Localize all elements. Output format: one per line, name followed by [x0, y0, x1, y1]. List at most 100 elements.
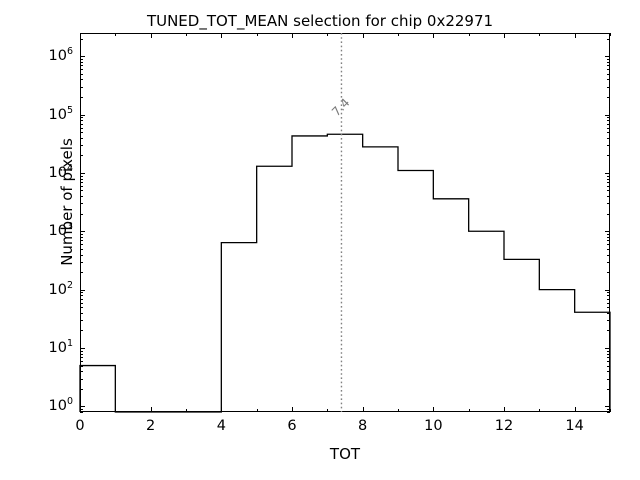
y-tick-minor: [80, 360, 83, 362]
y-tick-minor: [607, 65, 610, 67]
y-tick-major: [605, 347, 610, 349]
y-tick-major: [80, 289, 85, 291]
y-tick-minor: [607, 353, 610, 355]
y-tick-minor: [607, 137, 610, 139]
y-tick-minor: [607, 240, 610, 242]
x-tick-minor: [186, 33, 187, 36]
x-tick-label: 14: [565, 418, 584, 434]
y-tick-label: 106: [48, 46, 74, 65]
y-tick-minor: [607, 123, 610, 125]
x-tick-major: [150, 407, 152, 412]
y-tick-minor: [607, 58, 610, 60]
y-tick-major: [80, 231, 85, 233]
y-tick-label: 104: [48, 163, 74, 181]
y-tick-minor: [80, 240, 83, 242]
y-tick-minor: [80, 357, 83, 359]
y-tick-minor: [607, 233, 610, 235]
x-tick-major: [292, 407, 293, 412]
y-tick-minor: [80, 388, 83, 390]
y-tick-minor: [607, 132, 610, 134]
y-tick-minor: [80, 248, 83, 250]
x-tick-major: [433, 407, 435, 412]
y-tick-major: [605, 406, 610, 408]
y-tick-minor: [607, 185, 610, 187]
y-tick-minor: [80, 261, 83, 263]
y-tick-minor: [607, 360, 610, 362]
y-tick-minor: [607, 409, 610, 410]
y-tick-minor: [607, 312, 610, 314]
x-tick-label: 0: [75, 418, 85, 434]
y-tick-minor: [80, 320, 83, 322]
y-tick-minor: [80, 371, 83, 373]
y-tick-minor: [607, 175, 610, 177]
y-tick-minor: [80, 233, 83, 235]
x-tick-label: 2: [146, 418, 156, 434]
x-tick-label: 12: [494, 418, 514, 434]
y-tick-minor: [607, 190, 610, 192]
y-tick-minor: [80, 123, 83, 125]
y-tick-minor: [607, 117, 610, 119]
y-tick-minor: [607, 350, 610, 352]
y-tick-minor: [607, 298, 610, 300]
y-tick-minor: [607, 97, 610, 98]
y-tick-label: 101: [48, 338, 74, 356]
y-tick-minor: [80, 302, 83, 304]
y-tick-label: 100: [48, 396, 74, 415]
x-tick-minor: [327, 33, 329, 36]
y-tick-minor: [80, 175, 83, 177]
y-tick-minor: [80, 137, 83, 139]
y-tick-major: [605, 56, 610, 58]
y-tick-minor: [80, 298, 83, 300]
y-tick-minor: [607, 302, 610, 304]
y-tick-minor: [80, 312, 83, 314]
y-tick-minor: [80, 86, 83, 88]
y-tick-minor: [607, 196, 610, 198]
y-tick-minor: [607, 203, 610, 205]
y-tick-major: [605, 231, 610, 233]
y-tick-minor: [80, 330, 83, 332]
x-tick-major: [362, 33, 364, 38]
y-tick-minor: [80, 69, 83, 71]
x-tick-label: 6: [287, 418, 297, 434]
x-tick-minor: [115, 33, 117, 36]
y-tick-minor: [80, 61, 83, 63]
y-tick-minor: [80, 38, 83, 40]
y-tick-label: 105: [48, 104, 74, 123]
y-tick-minor: [607, 272, 610, 274]
y-tick-minor: [80, 97, 83, 98]
y-tick-minor: [80, 120, 83, 122]
y-tick-minor: [80, 181, 83, 183]
y-tick-minor: [80, 203, 83, 205]
y-tick-minor: [80, 378, 83, 380]
y-tick-minor: [607, 378, 610, 380]
y-tick-major: [80, 172, 85, 174]
y-tick-minor: [80, 236, 83, 238]
x-tick-minor: [186, 409, 187, 412]
x-tick-minor: [256, 33, 258, 36]
y-tick-minor: [80, 409, 83, 410]
y-tick-minor: [80, 254, 83, 256]
y-tick-minor: [80, 79, 83, 81]
x-tick-major: [221, 33, 223, 38]
y-tick-minor: [80, 350, 83, 352]
x-tick-label: 10: [424, 418, 443, 434]
x-tick-major: [504, 407, 505, 412]
y-tick-minor: [607, 295, 610, 297]
x-tick-minor: [610, 33, 611, 36]
y-tick-minor: [80, 292, 83, 294]
y-tick-minor: [607, 365, 610, 367]
x-tick-major: [292, 33, 293, 38]
y-tick-minor: [607, 73, 610, 75]
x-tick-major: [574, 33, 576, 38]
y-tick-minor: [80, 272, 83, 274]
x-tick-minor: [327, 409, 329, 412]
y-tick-minor: [607, 292, 610, 294]
histogram-step-line: [79, 133, 611, 413]
y-tick-minor: [80, 307, 83, 309]
y-tick-minor: [607, 178, 610, 180]
y-tick-minor: [80, 58, 83, 60]
x-tick-minor: [539, 409, 541, 412]
y-tick-minor: [607, 236, 610, 238]
y-tick-major: [605, 289, 610, 291]
y-tick-major: [80, 114, 85, 116]
